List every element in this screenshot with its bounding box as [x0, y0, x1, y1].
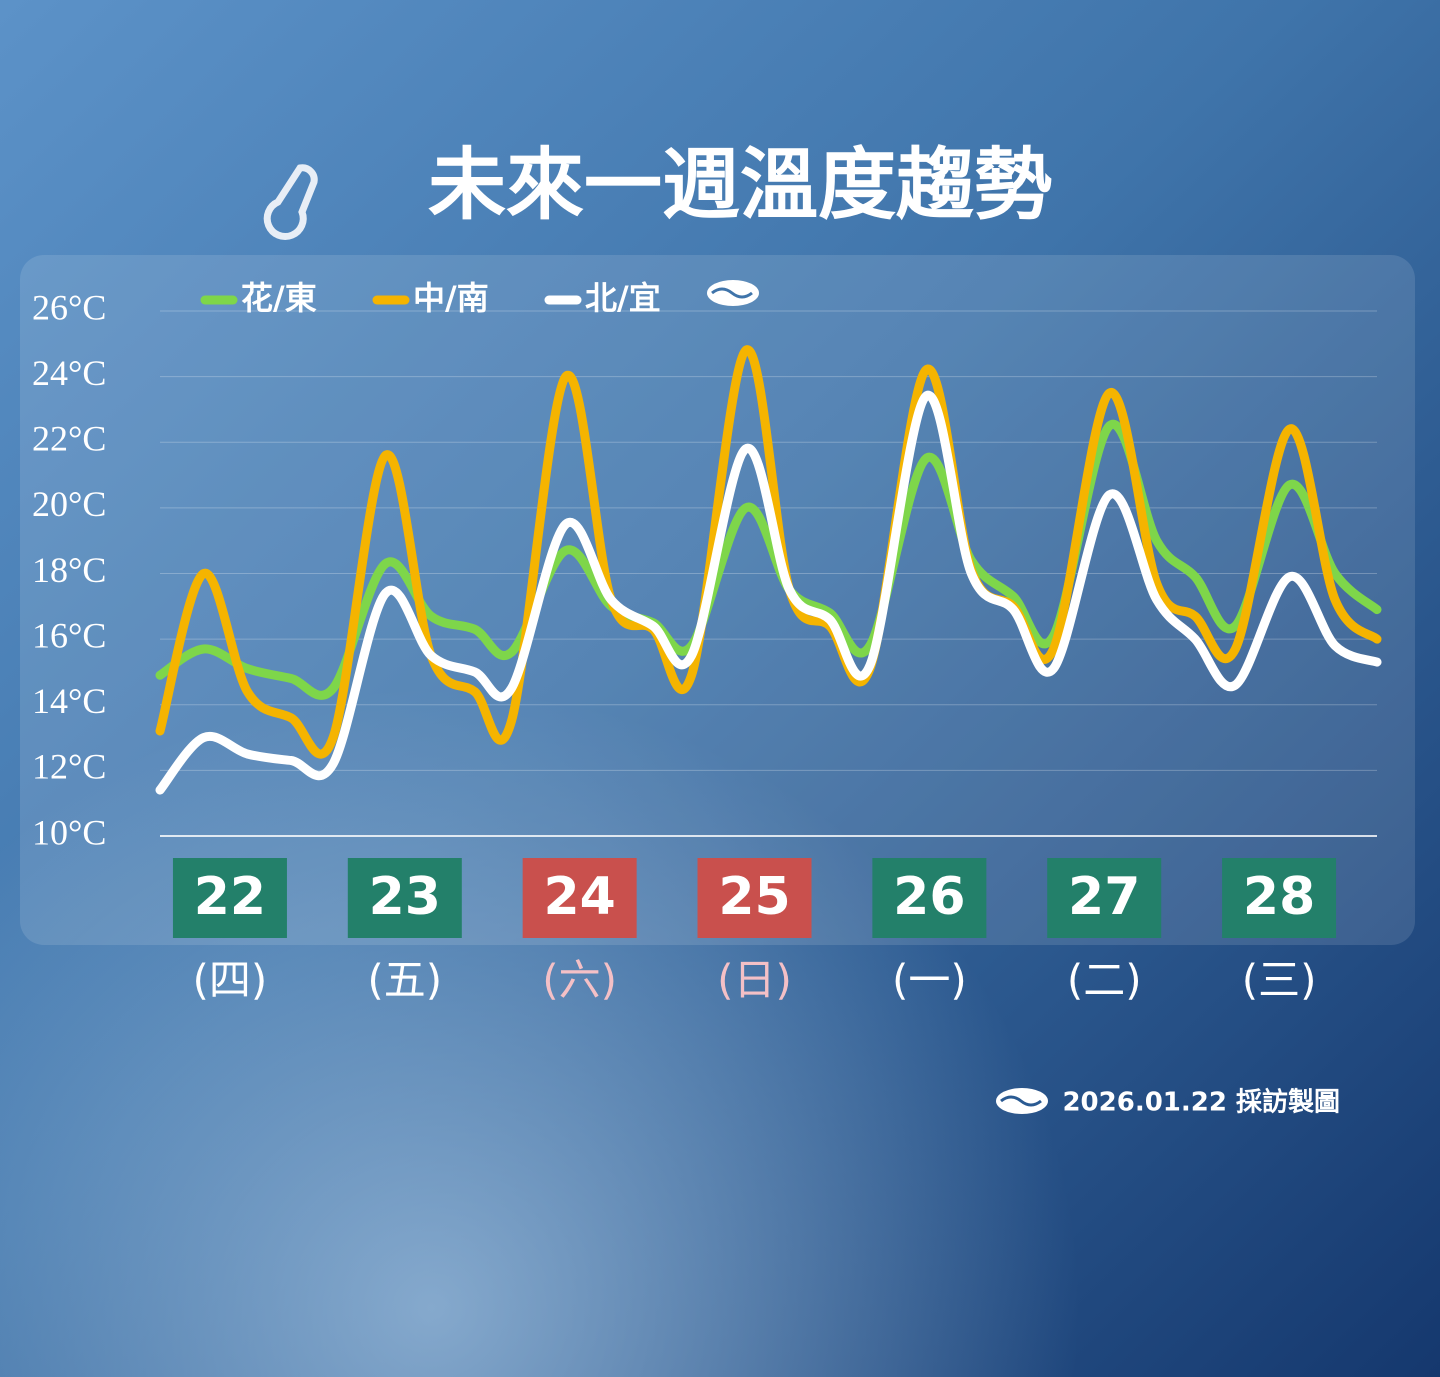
x-tick-label: 23 [369, 867, 441, 927]
weekday-label: (二) [1067, 956, 1142, 1005]
day-box [172, 858, 287, 938]
series-line [155, 345, 1382, 759]
footer-logo [996, 1088, 1048, 1114]
day-box [1047, 858, 1162, 938]
day-box [522, 858, 637, 938]
legend-label: 花/東 [241, 279, 317, 317]
logo [707, 280, 759, 306]
footer: 2026.01.22 採訪製圖 [1062, 1087, 1340, 1118]
thermometer-icon [263, 164, 318, 240]
day-box [872, 858, 987, 938]
y-tick-label: 16°C [32, 615, 106, 655]
series-line [155, 390, 1382, 795]
legend-label: 北/宜 [585, 279, 661, 317]
y-tick-label: 14°C [32, 681, 106, 721]
weekday-label: (五) [367, 956, 442, 1005]
x-tick-label: 22 [194, 867, 266, 927]
day-box [1222, 858, 1337, 938]
y-tick-label: 12°C [32, 747, 106, 787]
y-tick-label: 10°C [32, 812, 106, 852]
x-tick-label: 27 [1068, 867, 1140, 927]
y-tick-label: 18°C [32, 550, 106, 590]
legend-label: 中/南 [413, 279, 489, 317]
weekday-label: (日) [717, 956, 792, 1005]
x-tick-label: 26 [893, 867, 965, 927]
weekday-label: (四) [193, 956, 268, 1005]
day-box [697, 858, 812, 938]
day-box [347, 858, 462, 938]
weekday-label: (六) [542, 956, 617, 1005]
y-tick-label: 22°C [32, 419, 106, 459]
x-tick-label: 28 [1243, 867, 1315, 927]
x-tick-label: 25 [718, 867, 790, 927]
x-tick-label: 24 [543, 867, 615, 927]
chart-panel [20, 255, 1415, 945]
weekday-label: (一) [892, 956, 967, 1005]
y-tick-label: 20°C [32, 484, 106, 524]
y-tick-label: 24°C [32, 353, 106, 393]
chart-title: 未來一週溫度趨勢 [428, 140, 1052, 230]
weekday-label: (三) [1242, 956, 1317, 1005]
y-tick-label: 26°C [32, 287, 106, 327]
